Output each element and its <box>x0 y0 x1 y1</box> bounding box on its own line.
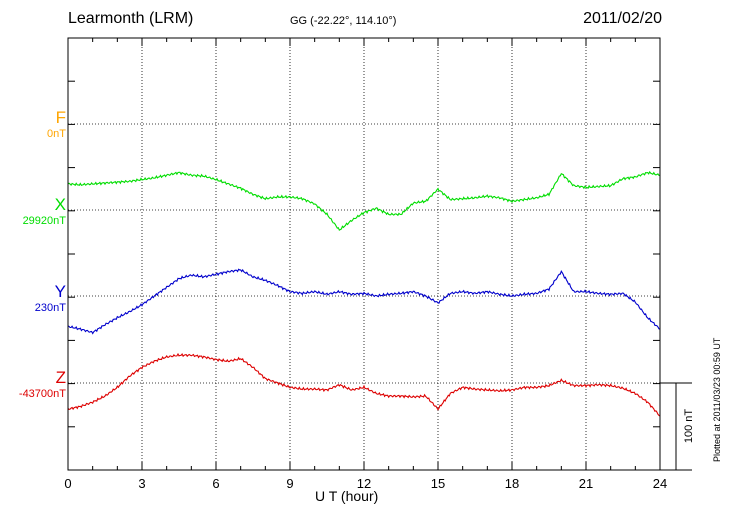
scale-bar: 100 nT <box>660 382 695 471</box>
x-tick-label-0: 0 <box>64 476 71 491</box>
x-tick-label-6: 6 <box>212 476 219 491</box>
component-baseline-y: 230nT <box>34 302 66 314</box>
component-label-y: Y 230nT <box>35 282 66 314</box>
ticks-layer: 0 3 6 9 12 15 18 21 24 <box>64 37 667 491</box>
scale-bar-label: 100 nT <box>683 409 695 444</box>
station-title: Learmonth (LRM) <box>68 10 194 27</box>
x-tick-label-15: 15 <box>431 476 445 491</box>
component-name-f: F <box>55 108 66 127</box>
x-tick-label-24: 24 <box>653 476 667 491</box>
x-tick-label-3: 3 <box>138 476 145 491</box>
x-tick-label-9: 9 <box>286 476 293 491</box>
series-layer <box>67 170 661 417</box>
component-baseline-x: 29920nT <box>22 215 66 227</box>
series-line-y <box>67 268 661 335</box>
date-label: 2011/02/20 <box>583 10 662 27</box>
series-line-z <box>67 352 661 417</box>
component-baseline-z: -43700nT <box>18 388 66 400</box>
station-coordinates: GG (-22.22°, 114.10°) <box>290 15 397 27</box>
x-tick-label-21: 21 <box>579 476 593 491</box>
x-tick-label-18: 18 <box>505 476 519 491</box>
component-baseline-f: 0nT <box>47 128 66 140</box>
component-name-x: X <box>54 195 66 214</box>
grid-layer <box>68 38 660 470</box>
component-label-x: X 29920nT <box>23 195 66 227</box>
plot-frame <box>67 37 661 471</box>
series-line-x <box>67 170 661 231</box>
component-label-f: F 0nT <box>47 108 66 140</box>
component-name-y: Y <box>54 282 66 301</box>
x-tick-label-12: 12 <box>357 476 371 491</box>
x-axis-title: U T (hour) <box>315 488 379 504</box>
component-label-z: Z -43700nT <box>19 368 66 400</box>
component-name-z: Z <box>55 368 66 387</box>
